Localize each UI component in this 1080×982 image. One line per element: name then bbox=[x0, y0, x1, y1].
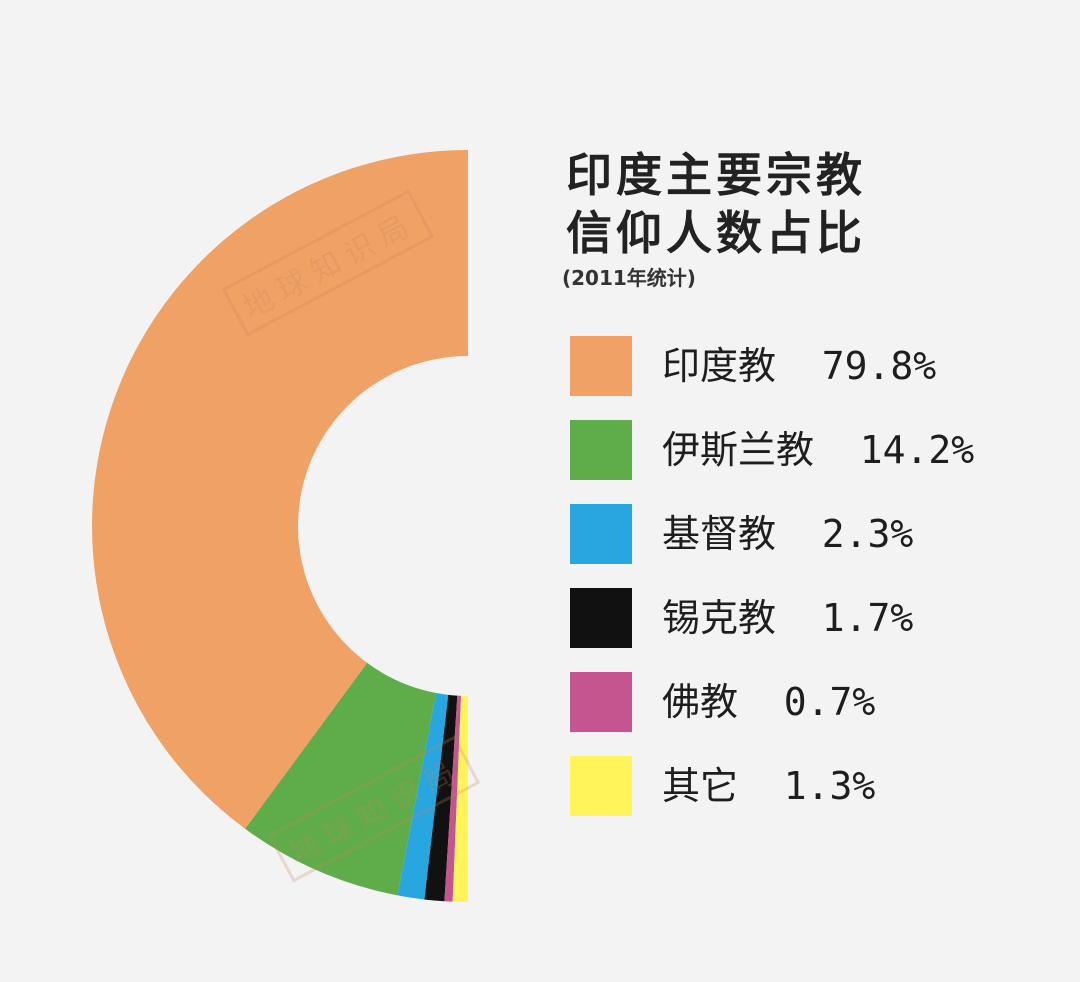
slice-christianity bbox=[397, 692, 449, 900]
legend-swatch-buddhism bbox=[570, 672, 632, 732]
chart-title-line-1: 印度主要宗教 bbox=[566, 148, 866, 202]
legend-item-hinduism: 印度教 79.8% bbox=[570, 336, 1050, 398]
legend-label-sikhism: 锡克教 1.7% bbox=[662, 596, 914, 640]
legend-swatch-islam bbox=[570, 420, 632, 480]
slice-hinduism bbox=[92, 150, 469, 829]
legend-swatch-christianity bbox=[570, 504, 632, 564]
legend-item-other: 其它 1.3% bbox=[570, 756, 1050, 818]
legend-swatch-sikhism bbox=[570, 588, 632, 648]
legend-item-sikhism: 锡克教 1.7% bbox=[570, 588, 1050, 650]
legend-label-hinduism: 印度教 79.8% bbox=[662, 344, 937, 388]
legend-item-christianity: 基督教 2.3% bbox=[570, 504, 1050, 566]
slice-sikhism bbox=[424, 694, 458, 902]
chart-subtitle: (2011年统计) bbox=[562, 266, 696, 290]
legend-item-buddhism: 佛教 0.7% bbox=[570, 672, 1050, 734]
slice-other bbox=[452, 695, 468, 902]
legend-label-islam: 伊斯兰教 14.2% bbox=[662, 428, 975, 472]
slice-islam bbox=[245, 662, 437, 896]
legend-swatch-hinduism bbox=[570, 336, 632, 396]
chart-title: 印度主要宗教 信仰人数占比 bbox=[566, 146, 866, 262]
legend-label-other: 其它 1.3% bbox=[662, 764, 876, 808]
legend-item-islam: 伊斯兰教 14.2% bbox=[570, 420, 1050, 482]
slice-buddhism bbox=[444, 695, 462, 902]
legend-label-christianity: 基督教 2.3% bbox=[662, 512, 914, 556]
legend-label-buddhism: 佛教 0.7% bbox=[662, 680, 876, 724]
legend-swatch-other bbox=[570, 756, 632, 816]
chart-title-line-2: 信仰人数占比 bbox=[566, 206, 866, 260]
